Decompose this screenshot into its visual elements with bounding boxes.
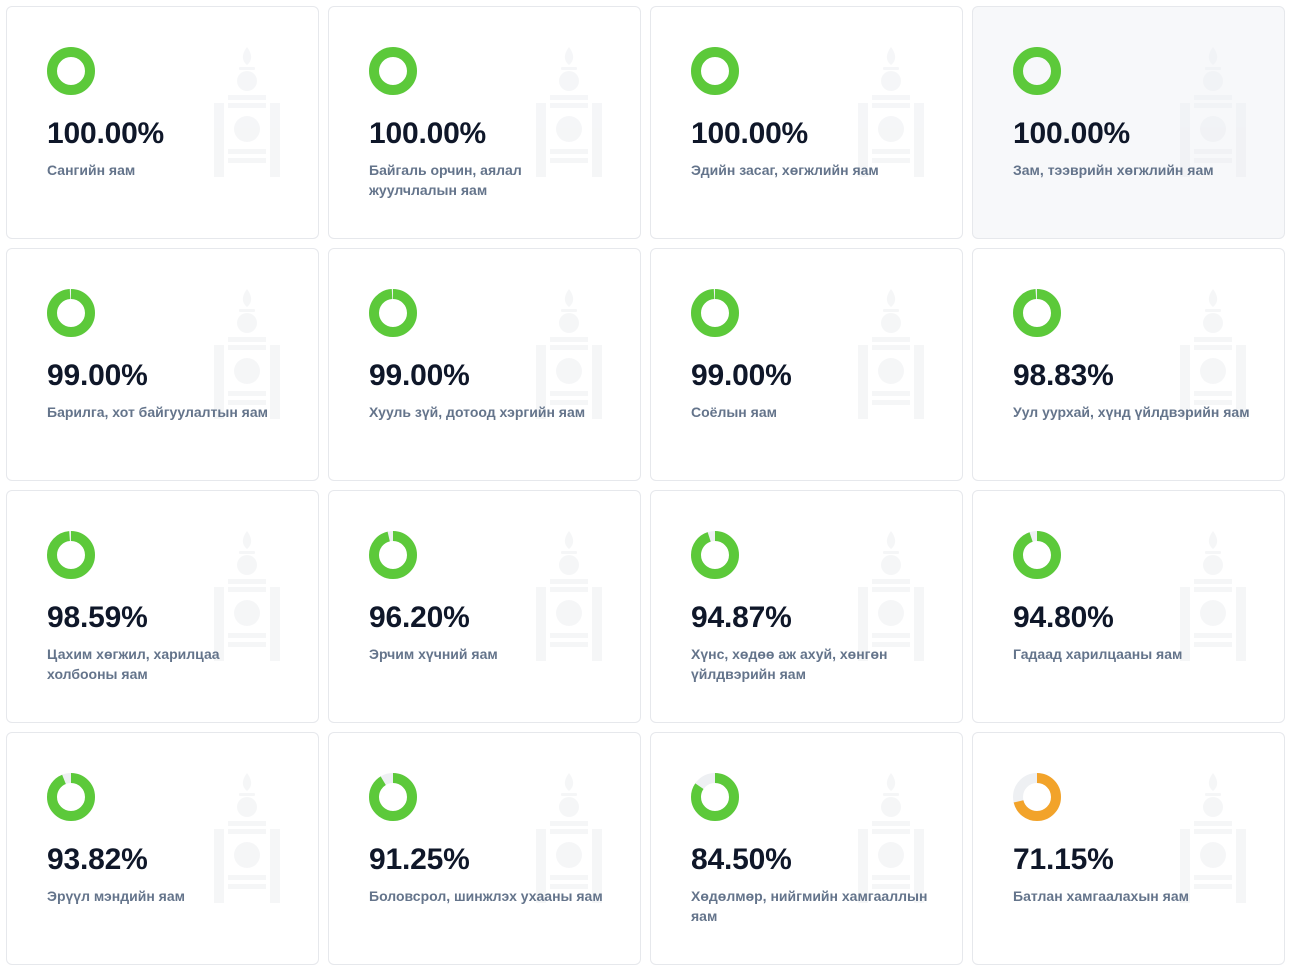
score-percent: 96.20%: [369, 601, 470, 634]
score-percent: 71.15%: [1013, 843, 1114, 876]
soyombo-emblem-icon: [1180, 47, 1246, 177]
soyombo-emblem-icon: [214, 773, 280, 903]
ministry-card[interactable]: 93.82% Эрүүл мэндийн яам: [6, 732, 319, 965]
progress-donut-icon: [1013, 531, 1061, 579]
soyombo-emblem-icon: [536, 289, 602, 419]
progress-donut-icon: [47, 531, 95, 579]
donut-progress-arc: [691, 773, 739, 821]
donut-progress-arc: [47, 47, 95, 95]
donut-progress-arc: [691, 531, 739, 579]
score-percent: 100.00%: [1013, 117, 1131, 150]
ministry-card[interactable]: 94.80% Гадаад харилцааны яам: [972, 490, 1285, 723]
score-percent: 98.59%: [47, 601, 148, 634]
progress-donut-icon: [47, 289, 95, 337]
ministry-card[interactable]: 96.20% Эрчим хүчний яам: [328, 490, 641, 723]
progress-donut-icon: [691, 531, 739, 579]
progress-donut-icon: [691, 773, 739, 821]
ministry-name: Барилга, хот байгуулалтын яам: [47, 404, 268, 420]
soyombo-emblem-icon: [1180, 531, 1246, 661]
donut-progress-arc: [1013, 773, 1061, 821]
ministry-name: Соёлын яам: [691, 404, 777, 420]
donut-progress-arc: [369, 47, 417, 95]
progress-donut-icon: [47, 47, 95, 95]
progress-donut-icon: [691, 47, 739, 95]
score-percent: 94.87%: [691, 601, 792, 634]
soyombo-emblem-icon: [1180, 289, 1246, 419]
ministry-card[interactable]: 71.15% Батлан хамгаалахын яам: [972, 732, 1285, 965]
ministry-name: Уул уурхай, хүнд үйлдвэрийн яам: [1013, 404, 1250, 420]
score-percent: 84.50%: [691, 843, 792, 876]
ministry-name: Хууль зүй, дотоод хэргийн яам: [369, 404, 586, 420]
ministry-card[interactable]: 98.59% Цахим хөгжил, харилцаа холбооны я…: [6, 490, 319, 723]
ministry-card[interactable]: 99.00% Соёлын яам: [650, 248, 963, 481]
donut-progress-arc: [369, 289, 417, 337]
progress-donut-icon: [369, 47, 417, 95]
progress-donut-icon: [369, 773, 417, 821]
soyombo-emblem-icon: [858, 47, 924, 177]
ministry-grid: 100.00% Сангийн яам 100.00% Байгаль орчи…: [6, 6, 1286, 965]
progress-donut-icon: [369, 289, 417, 337]
donut-progress-arc: [47, 531, 95, 579]
donut-progress-arc: [369, 773, 417, 821]
donut-progress-arc: [369, 531, 417, 579]
soyombo-emblem-icon: [536, 773, 602, 903]
ministry-name: Эдийн засаг, хөгжлийн яам: [691, 162, 879, 178]
ministry-card[interactable]: 100.00% Сангийн яам: [6, 6, 319, 239]
soyombo-emblem-icon: [858, 531, 924, 661]
progress-donut-icon: [1013, 289, 1061, 337]
score-percent: 91.25%: [369, 843, 470, 876]
ministry-name: Зам, тээврийн хөгжлийн яам: [1013, 162, 1214, 178]
progress-donut-icon: [691, 289, 739, 337]
ministry-name: Хөдөлмөр, нийгмийн хамгааллын яам: [691, 888, 928, 924]
donut-progress-arc: [1013, 531, 1061, 579]
ministry-card[interactable]: 99.00% Хууль зүй, дотоод хэргийн яам: [328, 248, 641, 481]
donut-progress-arc: [47, 289, 95, 337]
ministry-card[interactable]: 98.83% Уул уурхай, хүнд үйлдвэрийн яам: [972, 248, 1285, 481]
soyombo-emblem-icon: [858, 289, 924, 419]
ministry-card[interactable]: 100.00% Эдийн засаг, хөгжлийн яам: [650, 6, 963, 239]
ministry-card[interactable]: 100.00% Байгаль орчин, аялал жуулчлалын …: [328, 6, 641, 239]
ministry-name: Эрчим хүчний яам: [369, 646, 498, 662]
donut-progress-arc: [691, 289, 739, 337]
ministry-card[interactable]: 91.25% Боловсрол, шинжлэх ухааны яам: [328, 732, 641, 965]
progress-donut-icon: [369, 531, 417, 579]
soyombo-emblem-icon: [858, 773, 924, 903]
score-percent: 99.00%: [691, 359, 792, 392]
donut-progress-arc: [47, 773, 95, 821]
donut-progress-arc: [1013, 289, 1061, 337]
ministry-card[interactable]: 84.50% Хөдөлмөр, нийгмийн хамгааллын яам: [650, 732, 963, 965]
ministry-name: Эрүүл мэндийн яам: [47, 888, 185, 904]
donut-progress-arc: [691, 47, 739, 95]
progress-donut-icon: [1013, 47, 1061, 95]
soyombo-emblem-icon: [536, 47, 602, 177]
score-percent: 100.00%: [691, 117, 809, 150]
score-percent: 93.82%: [47, 843, 148, 876]
ministry-name: Сангийн яам: [47, 162, 136, 178]
soyombo-emblem-icon: [1180, 773, 1246, 903]
ministry-card[interactable]: 99.00% Барилга, хот байгуулалтын яам: [6, 248, 319, 481]
progress-donut-icon: [47, 773, 95, 821]
ministry-card[interactable]: 94.87% Хүнс, хөдөө аж ахуй, хөнгөн үйлдв…: [650, 490, 963, 723]
donut-progress-arc: [1013, 47, 1061, 95]
soyombo-emblem-icon: [536, 531, 602, 661]
ministry-name: Байгаль орчин, аялал жуулчлалын яам: [369, 162, 522, 198]
score-percent: 100.00%: [47, 117, 165, 150]
ministry-name: Цахим хөгжил, харилцаа холбооны яам: [47, 646, 220, 682]
ministry-name: Хүнс, хөдөө аж ахуй, хөнгөн үйлдвэрийн я…: [691, 646, 888, 682]
score-percent: 94.80%: [1013, 601, 1114, 634]
ministry-name: Боловсрол, шинжлэх ухааны яам: [369, 888, 603, 904]
soyombo-emblem-icon: [214, 47, 280, 177]
soyombo-emblem-icon: [214, 289, 280, 419]
score-percent: 99.00%: [369, 359, 470, 392]
progress-donut-icon: [1013, 773, 1061, 821]
ministry-name: Гадаад харилцааны яам: [1013, 646, 1183, 662]
score-percent: 98.83%: [1013, 359, 1114, 392]
score-percent: 100.00%: [369, 117, 487, 150]
soyombo-emblem-icon: [214, 531, 280, 661]
ministry-name: Батлан хамгаалахын яам: [1013, 888, 1189, 904]
ministry-card[interactable]: 100.00% Зам, тээврийн хөгжлийн яам: [972, 6, 1285, 239]
score-percent: 99.00%: [47, 359, 148, 392]
